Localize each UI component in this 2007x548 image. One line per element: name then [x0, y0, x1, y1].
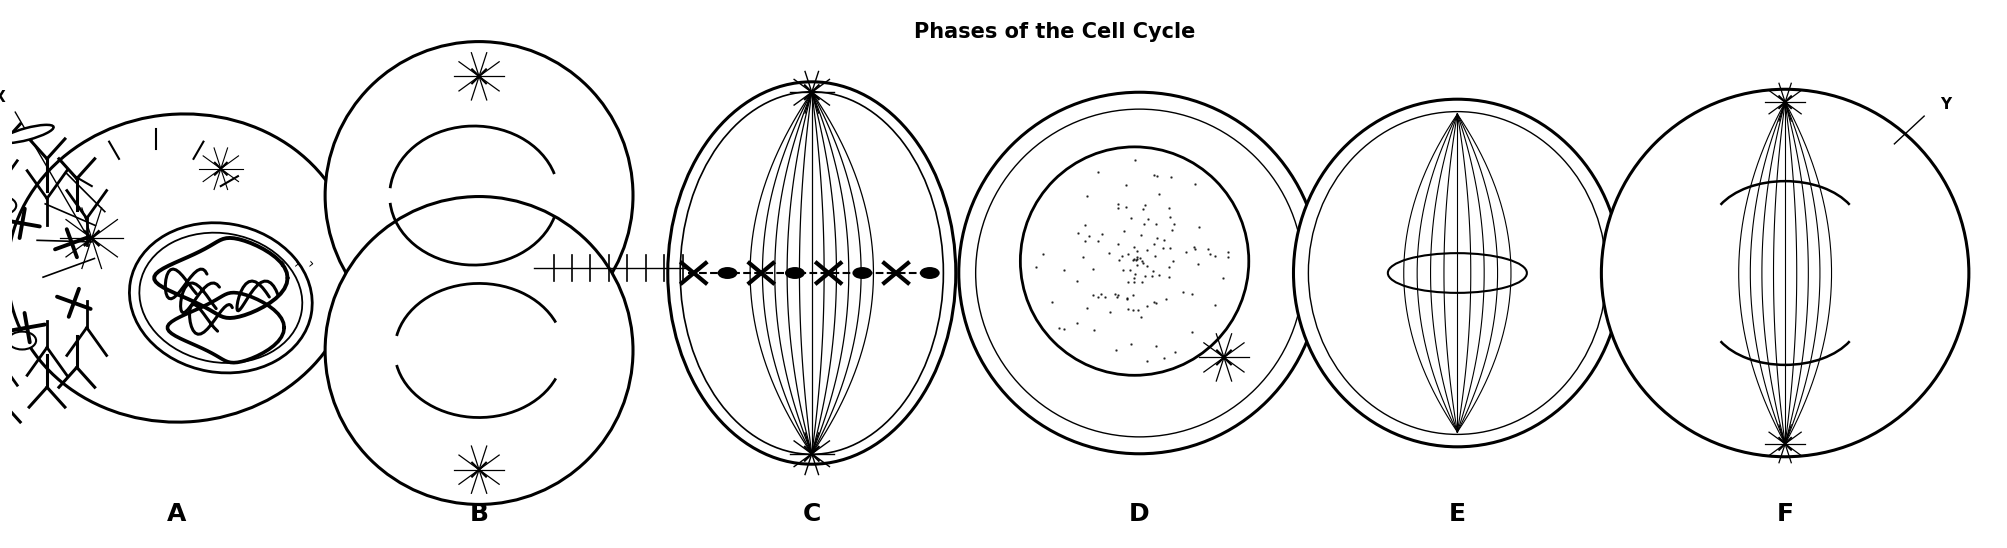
Ellipse shape [719, 267, 737, 279]
Ellipse shape [128, 223, 313, 373]
Text: X: X [0, 90, 6, 105]
Text: Phases of the Cell Cycle: Phases of the Cell Cycle [915, 22, 1196, 42]
Circle shape [975, 109, 1303, 437]
Circle shape [1602, 89, 1969, 456]
Text: F: F [1776, 503, 1794, 527]
Ellipse shape [0, 197, 16, 214]
Text: B: B [470, 503, 488, 527]
Ellipse shape [680, 92, 943, 454]
Ellipse shape [8, 332, 36, 350]
Text: A: A [167, 503, 187, 527]
Ellipse shape [853, 267, 873, 279]
Ellipse shape [668, 82, 955, 464]
Circle shape [325, 197, 632, 504]
Text: E: E [1449, 503, 1465, 527]
Text: C: C [803, 503, 821, 527]
Circle shape [959, 92, 1321, 454]
Ellipse shape [1293, 99, 1622, 447]
Circle shape [325, 42, 632, 350]
Ellipse shape [138, 233, 303, 363]
Ellipse shape [0, 125, 54, 143]
Text: Y: Y [1941, 97, 1951, 112]
Ellipse shape [0, 133, 10, 149]
Ellipse shape [1309, 112, 1606, 435]
Text: ›  ›  ›: › › › [281, 257, 315, 271]
Text: D: D [1130, 503, 1150, 527]
Ellipse shape [785, 267, 805, 279]
Ellipse shape [8, 114, 355, 422]
Circle shape [1020, 147, 1248, 375]
Ellipse shape [919, 267, 939, 279]
